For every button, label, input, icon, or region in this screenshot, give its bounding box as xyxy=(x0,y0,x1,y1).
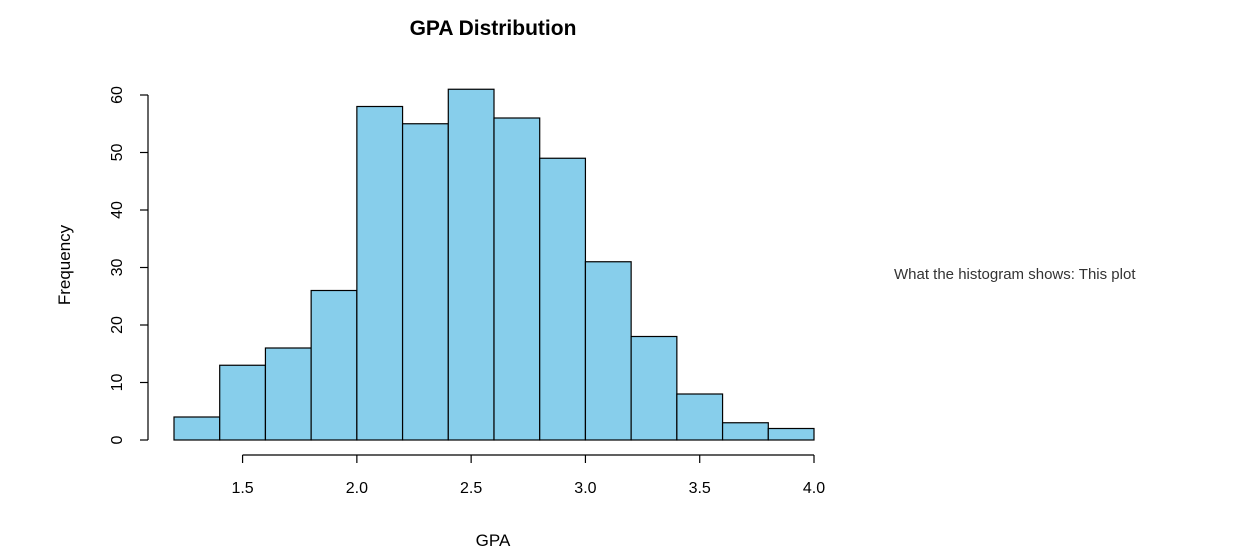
x-tick-label-5: 4.0 xyxy=(803,480,825,497)
y-tick-label-3: 30 xyxy=(109,259,126,277)
histogram-bar-3 xyxy=(310,289,358,441)
histogram-bar-13 xyxy=(767,427,815,441)
histogram-bar-12 xyxy=(721,422,769,441)
x-tick-label-3: 3.0 xyxy=(574,480,596,497)
y-tick-label-0: 0 xyxy=(109,435,126,444)
x-tick-label-2: 2.5 xyxy=(460,480,482,497)
chart-title: GPA Distribution xyxy=(410,17,577,40)
x-tick-label-1: 2.0 xyxy=(346,480,368,497)
histogram-bar-6 xyxy=(447,88,495,441)
histogram-bar-2 xyxy=(264,347,312,441)
y-tick-label-4: 40 xyxy=(109,201,126,219)
side-note-text: What the histogram shows: This plot xyxy=(894,266,1136,283)
histogram-bar-9 xyxy=(584,261,632,441)
histogram-bar-10 xyxy=(630,335,678,441)
histogram-bar-1 xyxy=(219,364,267,441)
y-tick-label-2: 20 xyxy=(109,316,126,334)
histogram-bar-7 xyxy=(493,117,541,441)
y-axis: 0 10 20 30 40 50 60 xyxy=(109,86,149,444)
histogram-bar-11 xyxy=(676,393,724,441)
x-tick-label-4: 3.5 xyxy=(689,480,711,497)
x-axis-label: GPA xyxy=(476,531,511,550)
histogram-bar-5 xyxy=(401,123,449,441)
y-axis-label: Frequency xyxy=(55,224,74,305)
histogram-bar-0 xyxy=(173,416,221,441)
bars-group xyxy=(173,88,815,441)
y-tick-label-1: 10 xyxy=(109,374,126,392)
y-tick-label-6: 60 xyxy=(109,86,126,104)
y-tick-label-5: 50 xyxy=(109,144,126,162)
histogram-bar-4 xyxy=(356,105,404,441)
x-tick-label-0: 1.5 xyxy=(231,480,253,497)
histogram-bar-8 xyxy=(539,157,587,441)
x-axis: 1.5 2.0 2.5 3.0 3.5 4.0 xyxy=(231,454,825,497)
